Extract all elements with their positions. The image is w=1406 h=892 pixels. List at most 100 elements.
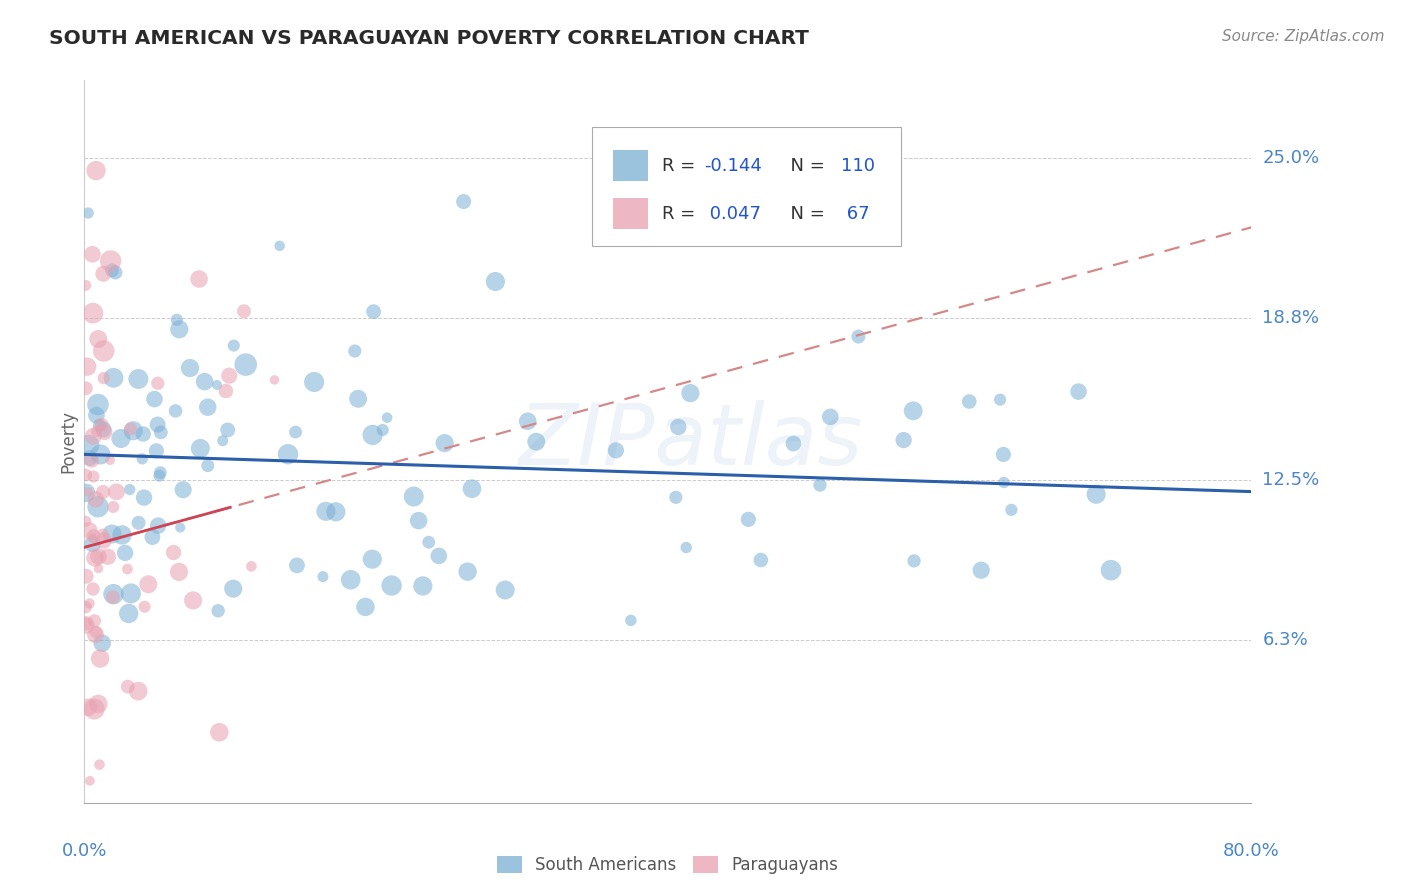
- Point: [75, 486, 97, 500]
- Point: [903, 554, 925, 568]
- Point: [181, 593, 204, 607]
- Text: 18.8%: 18.8%: [1263, 309, 1319, 326]
- Point: [179, 361, 201, 376]
- Point: [122, 424, 145, 438]
- Point: [1000, 503, 1022, 517]
- Point: [101, 263, 124, 277]
- Point: [993, 447, 1015, 461]
- Point: [240, 559, 263, 574]
- Point: [737, 512, 759, 526]
- Point: [76, 359, 98, 374]
- Point: [104, 265, 127, 279]
- Text: 0.0%: 0.0%: [62, 842, 107, 860]
- Point: [957, 394, 980, 409]
- Point: [418, 535, 440, 549]
- Text: 80.0%: 80.0%: [1223, 842, 1279, 860]
- Point: [75, 514, 97, 528]
- Point: [87, 549, 110, 564]
- Point: [172, 483, 194, 497]
- Point: [361, 428, 384, 442]
- Point: [263, 373, 285, 387]
- Text: 25.0%: 25.0%: [1263, 149, 1320, 167]
- Point: [339, 573, 361, 587]
- Point: [100, 254, 122, 268]
- Point: [87, 398, 110, 412]
- Point: [82, 306, 104, 320]
- Point: [484, 275, 506, 289]
- Point: [675, 541, 697, 555]
- Point: [79, 597, 101, 611]
- Point: [91, 485, 114, 500]
- Point: [197, 458, 219, 473]
- Point: [77, 524, 100, 538]
- Point: [75, 381, 97, 395]
- Point: [83, 550, 105, 565]
- Point: [111, 528, 134, 542]
- Point: [205, 378, 228, 392]
- Point: [408, 514, 430, 528]
- Point: [285, 558, 308, 573]
- Point: [167, 565, 190, 579]
- Text: Source: ZipAtlas.com: Source: ZipAtlas.com: [1222, 29, 1385, 44]
- Point: [132, 491, 155, 505]
- Point: [82, 469, 104, 483]
- Point: [132, 427, 155, 442]
- Point: [84, 625, 107, 640]
- Legend: South Americans, Paraguayans: South Americans, Paraguayans: [498, 855, 838, 874]
- Point: [128, 516, 150, 530]
- Text: 67: 67: [841, 205, 869, 223]
- Text: 110: 110: [841, 157, 875, 175]
- Point: [666, 420, 689, 434]
- Point: [145, 443, 167, 458]
- Point: [105, 484, 128, 499]
- Point: [93, 533, 115, 548]
- Point: [120, 586, 142, 600]
- Point: [90, 417, 112, 432]
- Point: [75, 617, 97, 632]
- Point: [87, 697, 110, 711]
- Point: [77, 206, 100, 220]
- Point: [143, 392, 166, 406]
- Point: [77, 700, 100, 714]
- Point: [91, 527, 114, 541]
- Point: [208, 725, 231, 739]
- Point: [79, 773, 101, 788]
- Point: [91, 636, 114, 650]
- Point: [82, 529, 104, 543]
- Point: [402, 490, 425, 504]
- Point: [218, 368, 240, 383]
- Point: [375, 410, 398, 425]
- Point: [87, 500, 110, 514]
- Point: [222, 582, 245, 596]
- Point: [453, 194, 475, 209]
- Point: [75, 600, 97, 615]
- Point: [82, 537, 104, 551]
- Point: [988, 392, 1011, 407]
- Point: [620, 613, 643, 627]
- Point: [93, 371, 115, 385]
- Point: [269, 239, 291, 253]
- Point: [222, 338, 245, 352]
- Point: [82, 247, 104, 261]
- Point: [194, 375, 217, 389]
- Point: [235, 358, 257, 372]
- Point: [98, 453, 121, 467]
- Point: [75, 569, 97, 583]
- Point: [93, 343, 115, 358]
- Point: [1099, 563, 1122, 577]
- Bar: [613, 198, 648, 229]
- Point: [84, 163, 107, 178]
- Point: [993, 475, 1015, 490]
- Point: [120, 422, 142, 436]
- Text: 6.3%: 6.3%: [1263, 632, 1308, 649]
- Text: SOUTH AMERICAN VS PARAGUAYAN POVERTY CORRELATION CHART: SOUTH AMERICAN VS PARAGUAYAN POVERTY COR…: [49, 29, 808, 47]
- Point: [79, 450, 101, 465]
- Point: [820, 409, 842, 424]
- Point: [217, 423, 239, 437]
- Point: [427, 549, 450, 563]
- Point: [1067, 384, 1090, 399]
- Point: [136, 577, 159, 591]
- Point: [91, 267, 114, 281]
- Point: [516, 414, 538, 428]
- Point: [103, 587, 125, 601]
